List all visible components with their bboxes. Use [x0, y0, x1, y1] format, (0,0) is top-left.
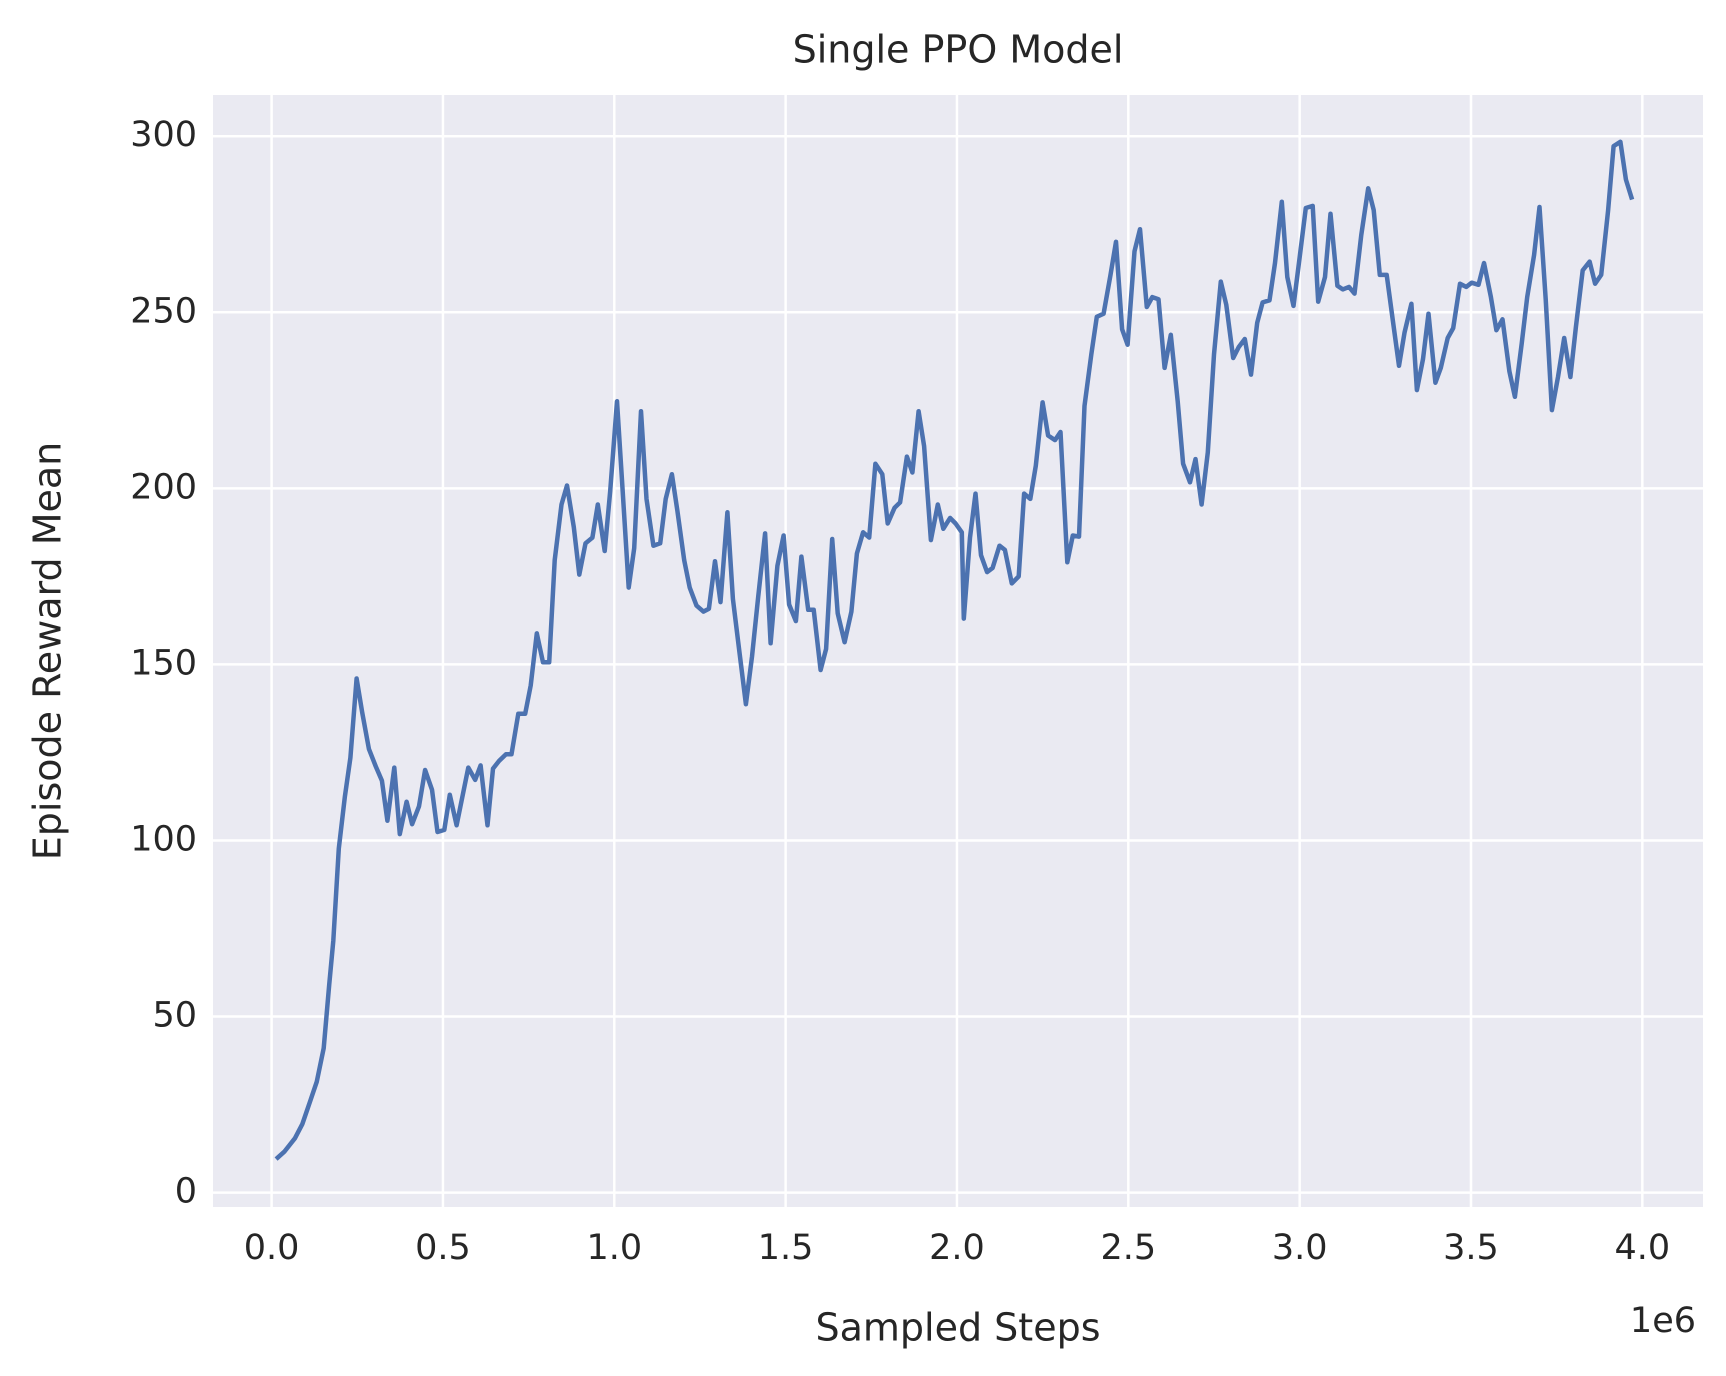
y-tick-label: 200	[130, 467, 197, 507]
x-offset-label: 1e6	[1630, 1301, 1696, 1341]
x-tick-label: 3.5	[1443, 1228, 1499, 1268]
y-tick-label: 50	[152, 996, 197, 1036]
y-tick-label: 150	[130, 643, 197, 683]
y-tick-label: 0	[175, 1172, 197, 1212]
x-tick-label: 1.0	[586, 1228, 642, 1268]
line	[274, 139, 1635, 1161]
x-tick-label: 4.0	[1615, 1228, 1671, 1268]
y-axis-label: Episode Reward Mean	[26, 442, 70, 860]
x-tick-label: 0.5	[415, 1228, 471, 1268]
x-tick-label: 0.0	[244, 1228, 300, 1268]
x-axis-label: Sampled Steps	[816, 1306, 1101, 1350]
y-tick-label: 300	[130, 115, 197, 155]
x-tick-label: 2.0	[929, 1228, 985, 1268]
y-tick-label: 250	[130, 291, 197, 331]
y-tick-label: 100	[130, 819, 197, 859]
x-tick-label: 1.5	[758, 1228, 814, 1268]
x-tick-label: 2.5	[1100, 1228, 1156, 1268]
x-tick-label: 3.0	[1272, 1228, 1328, 1268]
chart-title: Single PPO Model	[793, 28, 1124, 72]
